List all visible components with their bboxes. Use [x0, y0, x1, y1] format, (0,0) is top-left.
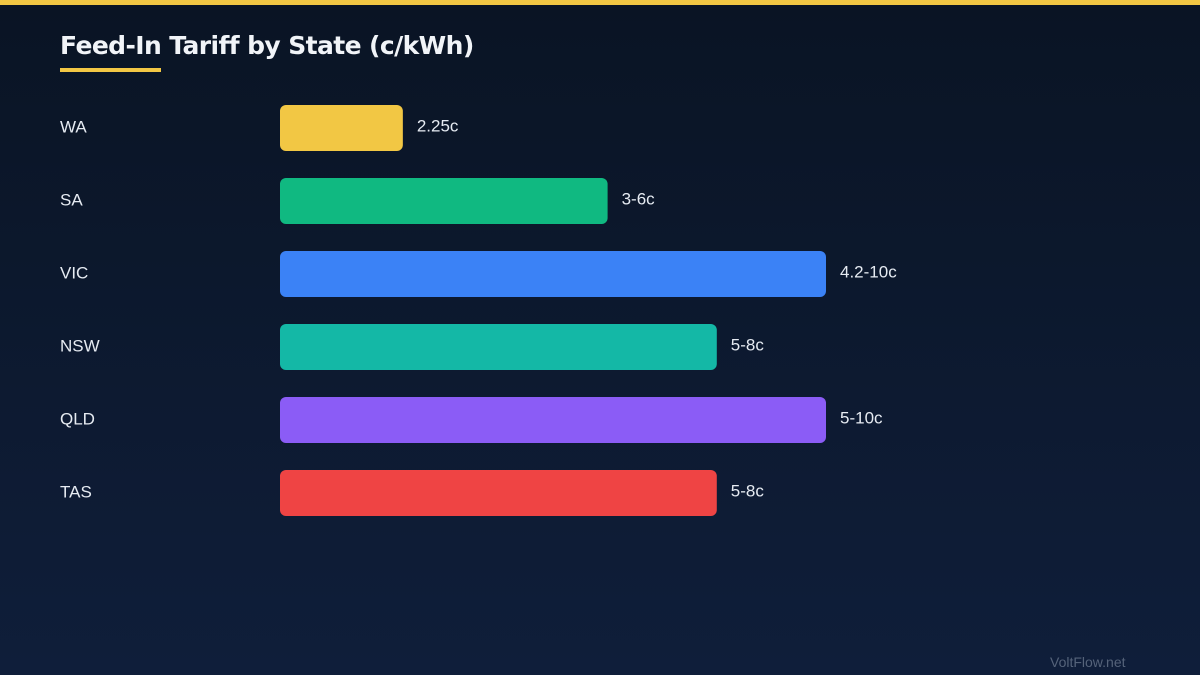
bar-tas [280, 470, 717, 516]
watermark: VoltFlow.net [1050, 654, 1126, 670]
value-label-wa: 2.25c [417, 116, 459, 135]
chart-title: Feed-In Tariff by State (c/kWh) [60, 31, 474, 60]
value-label-vic: 4.2-10c [840, 262, 897, 281]
top-accent-stripe [0, 0, 1200, 5]
category-label-qld: QLD [60, 409, 95, 428]
value-label-tas: 5-8c [731, 481, 765, 500]
bar-vic [280, 251, 826, 297]
bar-sa [280, 178, 608, 224]
category-label-tas: TAS [60, 482, 92, 501]
bar-wa [280, 105, 403, 151]
value-label-sa: 3-6c [622, 189, 656, 208]
bar-nsw [280, 324, 717, 370]
title-underline [60, 68, 161, 72]
category-label-wa: WA [60, 117, 87, 136]
value-label-nsw: 5-8c [731, 335, 765, 354]
category-label-sa: SA [60, 190, 83, 209]
bar-qld [280, 397, 826, 443]
category-label-nsw: NSW [60, 336, 100, 355]
value-label-qld: 5-10c [840, 408, 883, 427]
category-label-vic: VIC [60, 263, 88, 282]
